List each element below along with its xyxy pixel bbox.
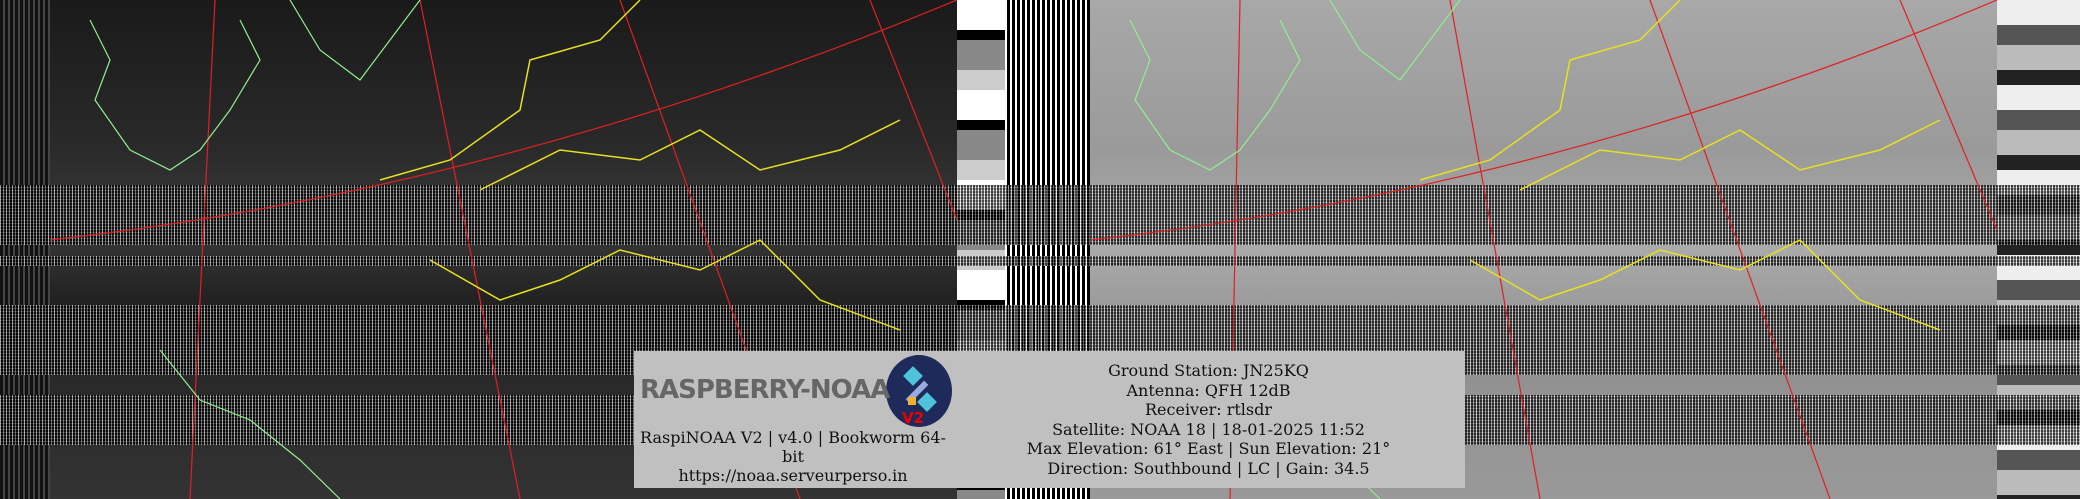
noise-band (0, 185, 2080, 245)
logo-version-badge: V2 (902, 409, 925, 427)
satellite-icon (886, 355, 952, 427)
logo-text: RASPBERRY-NOAA (640, 375, 890, 405)
receiver: Receiver: rtlsdr (1145, 400, 1272, 419)
country-borders (379, 0, 1941, 331)
ground-station: Ground Station: JN25KQ (1108, 361, 1309, 380)
elevation: Max Elevation: 61° East | Sun Elevation:… (1026, 439, 1391, 458)
pass-info-box: RASPBERRY-NOAA V2 RaspiNOAA V2 | v4.0 | … (634, 351, 1465, 488)
software-info: RaspiNOAA V2 | v4.0 | Bookworm 64-bit ht… (634, 428, 952, 485)
noise-band (0, 256, 2080, 266)
antenna: Antenna: QFH 12dB (1126, 380, 1291, 400)
raspberry-noaa-logo: RASPBERRY-NOAA V2 (640, 355, 952, 427)
satellite: Satellite: NOAA 18 | 18-01-2025 11:52 (1052, 419, 1365, 439)
station-url: https://noaa.serveurperso.in (678, 466, 908, 485)
software-version: RaspiNOAA V2 | v4.0 | Bookworm 64-bit (640, 428, 946, 466)
pass-details: Ground Station: JN25KQ Antenna: QFH 12dB… (956, 361, 1461, 478)
direction: Direction: Southbound | LC | Gain: 34.5 (1047, 458, 1370, 478)
